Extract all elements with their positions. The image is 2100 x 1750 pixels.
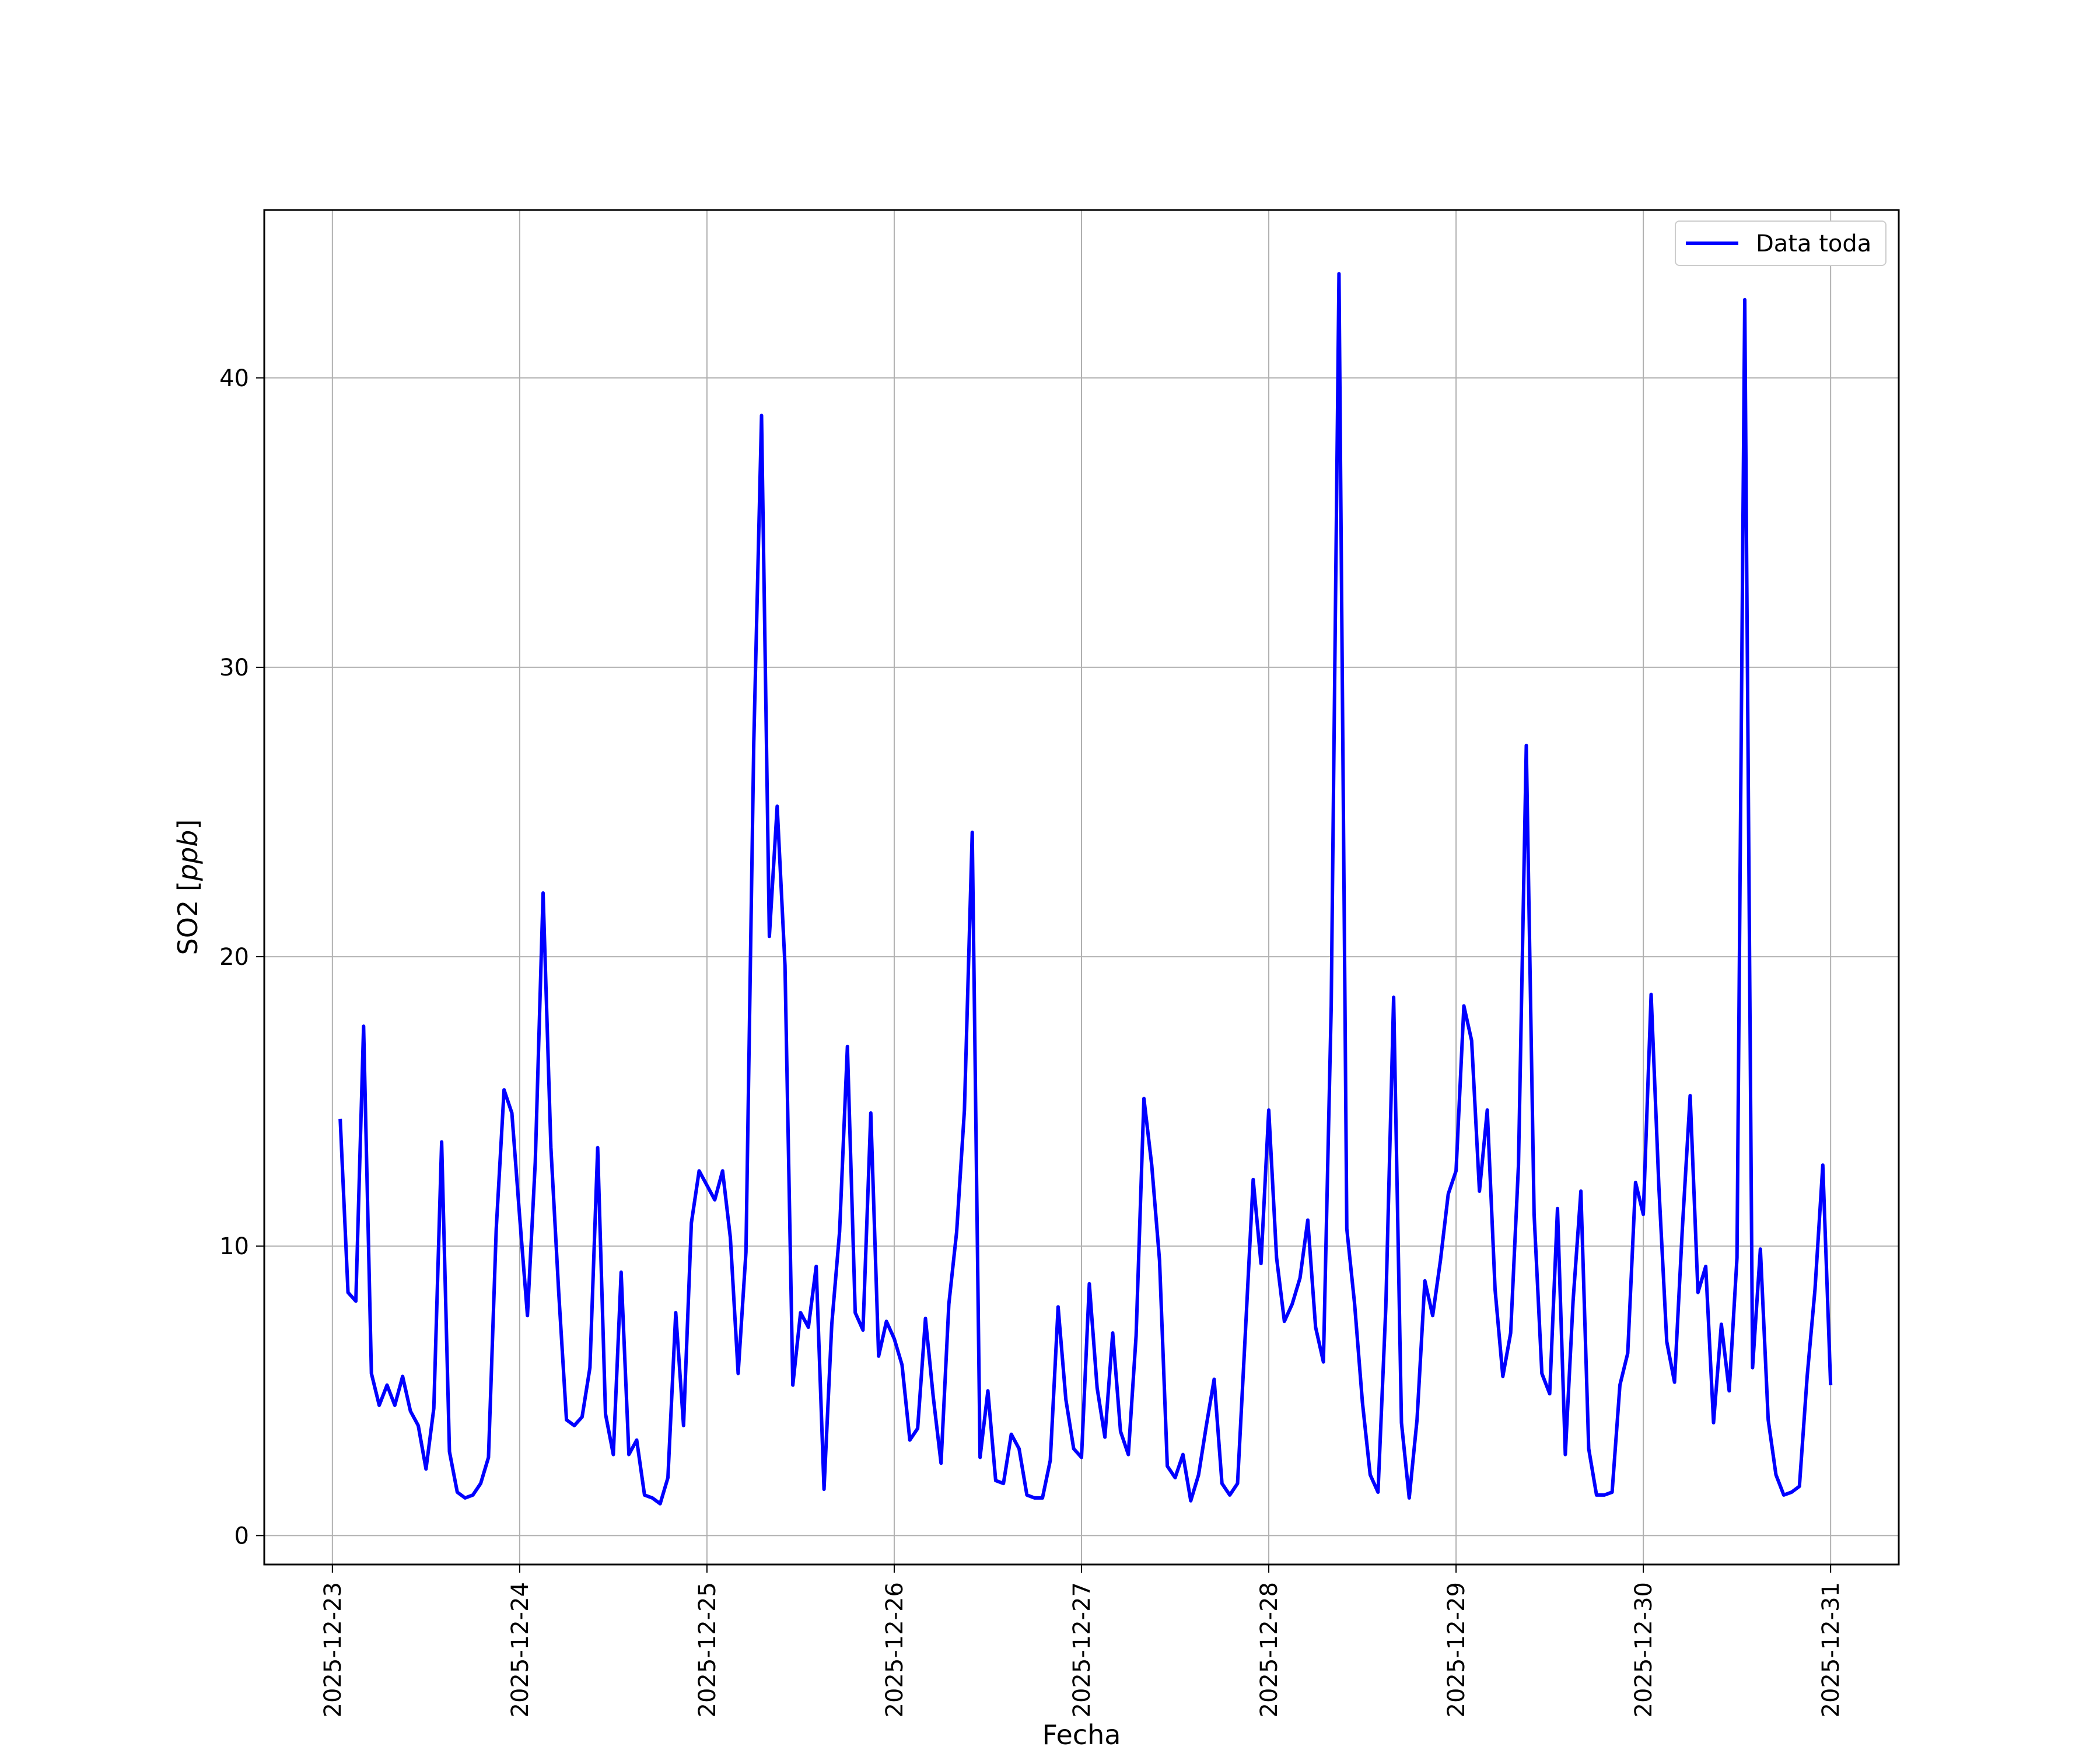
x-tick-label: 2025-12-28 [1256,1582,1283,1717]
y-axis-label-unit: ppb [172,830,204,882]
x-axis-label: Fecha [1042,1719,1121,1750]
x-tick-label: 2025-12-25 [694,1582,721,1717]
legend-box [1675,220,1887,266]
y-axis-label-open-bracket: [ [172,881,204,900]
x-tick-label: 2025-12-26 [881,1582,908,1717]
y-tick-label: 0 [235,1522,249,1549]
series-line [338,272,1833,1506]
x-tick-label: 2025-12-31 [1818,1582,1845,1717]
x-tick-label: 2025-12-23 [320,1582,346,1717]
legend-label: Data toda [1756,230,1871,257]
x-tick-label: 2025-12-24 [507,1582,534,1717]
series-layer [338,272,1833,1506]
y-tick-label: 10 [219,1233,249,1260]
y-axis-label-close-bracket: ] [172,820,204,830]
grid [264,210,1899,1564]
y-tick-label: 20 [219,944,249,971]
x-axis: 2025-12-23 2025-12-24 2025-12-25 2025-12-26… [320,1564,1845,1717]
x-tick-label: 2025-12-30 [1630,1582,1657,1717]
y-tick-label: 40 [219,365,249,392]
x-tick-label: 2025-12-27 [1069,1582,1096,1717]
y-axis: 0 10 20 30 40 [219,365,264,1549]
y-axis-label-quantity: SO2 [172,900,204,956]
y-tick-label: 30 [219,654,249,681]
legend: Data toda [1675,220,1887,266]
y-axis-label: SO2 [ppb] [172,820,204,956]
x-tick-label: 2025-12-29 [1443,1582,1470,1717]
